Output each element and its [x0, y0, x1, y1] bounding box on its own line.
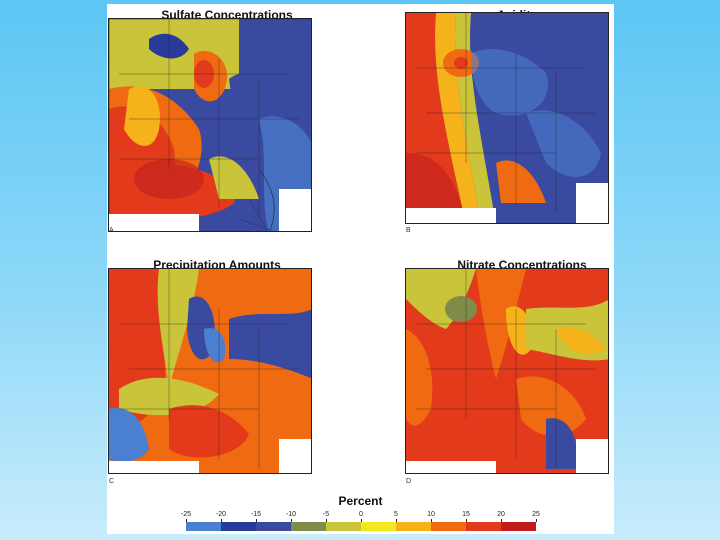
map-acidity-graphic [406, 13, 608, 223]
legend-tick-label: -15 [250, 511, 262, 518]
legend-tick-mark [186, 519, 187, 522]
legend-title: Percent [338, 494, 383, 508]
legend-tick-label: 25 [532, 511, 540, 518]
legend-tick-mark [221, 519, 222, 522]
legend-swatch [431, 522, 466, 531]
map-nitrate-graphic [406, 269, 608, 473]
legend-swatch [256, 522, 291, 531]
figure-card: Sulfate Concentrations A Acidity [107, 4, 614, 534]
legend-tick-label: -25 [180, 511, 192, 518]
legend-swatch [291, 522, 326, 531]
panel-letter-c: C [109, 478, 115, 485]
legend-tick-mark [396, 519, 397, 522]
legend-tick-label: -5 [322, 511, 330, 518]
map-precip [108, 268, 312, 474]
legend-tick-mark [536, 519, 537, 522]
legend-tick-mark [501, 519, 502, 522]
legend-tick-label: -10 [285, 511, 297, 518]
legend-tick-label: 15 [462, 511, 470, 518]
map-acidity [405, 12, 609, 224]
panel-letter-b: B [406, 227, 411, 234]
legend-tick-mark [326, 519, 327, 522]
legend-swatch [466, 522, 501, 531]
panel-letter-a: A [109, 227, 114, 234]
panel-letter-d: D [406, 478, 412, 485]
map-precip-graphic [109, 269, 311, 473]
map-sulfate-graphic [109, 19, 311, 231]
legend-tick-label: 5 [394, 511, 398, 518]
legend-swatch [186, 522, 221, 531]
legend-swatch [326, 522, 361, 531]
legend-swatch [501, 522, 536, 531]
legend-tick-mark [291, 519, 292, 522]
legend-tick-label: 10 [427, 511, 435, 518]
legend-swatch [361, 522, 396, 531]
legend-swatch [221, 522, 256, 531]
legend-tick-label: -20 [215, 511, 227, 518]
legend-swatch [396, 522, 431, 531]
legend-tick-label: 20 [497, 511, 505, 518]
legend-tick-mark [256, 519, 257, 522]
legend-colorbar [186, 522, 536, 531]
map-nitrate [405, 268, 609, 474]
legend-tick-mark [361, 519, 362, 522]
legend-tick-label: 0 [359, 511, 363, 518]
legend-tick-mark [466, 519, 467, 522]
legend-tick-mark [431, 519, 432, 522]
map-sulfate [108, 18, 312, 232]
